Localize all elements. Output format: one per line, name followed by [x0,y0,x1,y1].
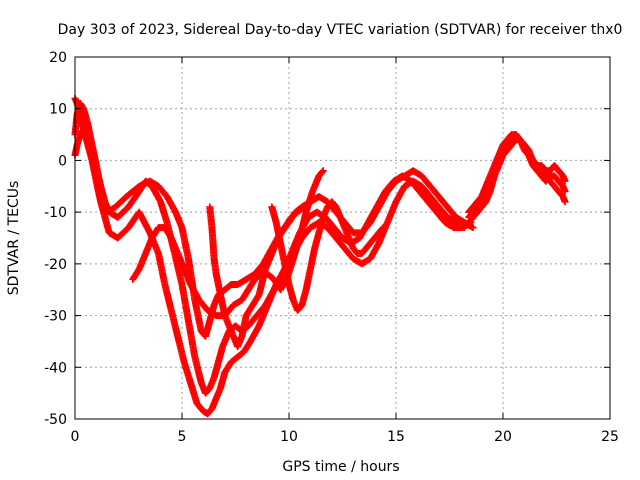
data-point [561,177,569,185]
y-axis-label: SDTVAR / TECUs [6,181,22,296]
data-point [319,167,327,175]
series-track-1 [71,125,477,340]
data-point [378,225,386,233]
chart-title: Day 303 of 2023, Sidereal Day-to-day VTE… [58,22,623,38]
axis-ticks: 0 5 10 15 20 25 -50 -40 -30 -20 -10 0 10 20 [44,50,619,445]
grid [75,57,610,419]
y-tick-label: 10 [49,102,67,118]
series-track-5 [206,198,314,351]
series-track-9 [465,131,569,216]
x-tick-label: 20 [494,429,512,445]
y-tick-label: 20 [49,50,67,66]
x-tick-label: 25 [601,429,619,445]
x-tick-label: 10 [280,429,298,445]
y-tick-label: -50 [44,412,67,428]
x-axis-label: GPS time / hours [282,459,399,475]
data-point [379,224,387,232]
data-point [305,199,313,207]
x-tick-label: 15 [387,429,405,445]
data-point [561,187,569,195]
data-points [71,94,569,418]
y-tick-label: -20 [44,257,67,273]
plot-frame [74,56,611,420]
data-point [469,224,477,232]
x-tick-label: 5 [178,429,187,445]
y-tick-label: -40 [44,360,67,376]
series-track-6 [268,198,387,314]
y-tick-label: -30 [44,309,67,325]
y-tick-label: 0 [58,153,67,169]
data-point [318,168,326,176]
x-tick-label: 0 [71,429,80,445]
data-point [460,224,468,232]
y-tick-label: -10 [44,205,67,221]
data-point [561,198,569,206]
data-point [306,198,314,206]
